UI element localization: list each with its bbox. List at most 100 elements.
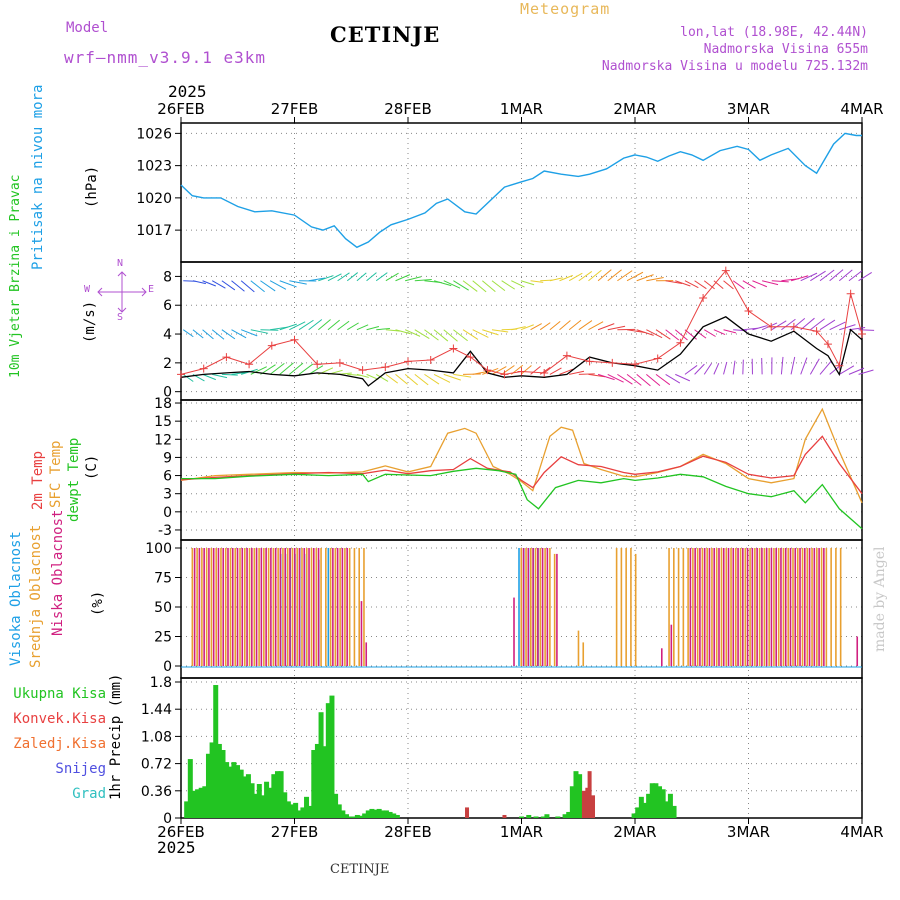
wind-barb [723,361,728,375]
wind-barb [742,359,744,375]
time-label-top: 1MAR [500,100,543,118]
precip-bar [304,796,310,818]
wind-gust-marker [744,306,753,315]
precip-bar [256,784,262,818]
wind-gust-marker [381,363,390,372]
wind-barb [559,320,571,331]
wind-barb [655,329,671,340]
precip-bar [362,813,368,818]
convective-precip-bar [502,814,507,818]
precip-bar [329,695,335,818]
wind-north: N [117,258,124,269]
wind-barb [646,329,663,339]
wind-gust-marker [335,358,344,367]
y-tick-label: 1023 [136,159,172,175]
wind-barb [780,356,784,375]
precip-bar [653,783,659,818]
wind-barb [211,280,226,289]
wind-gust-marker [199,364,208,373]
time-label-top: 28FEB [384,100,431,118]
wind-barb [742,280,756,289]
wind-barb [240,329,258,337]
wind-barb [318,275,334,282]
wind-barb [588,321,604,331]
wind-barb [182,373,194,382]
wind-barb [289,362,304,375]
precip-bar [667,793,673,818]
wind-barb [231,329,247,339]
precip-bar [649,783,655,818]
wind-barb [491,280,506,292]
wind-barb [366,373,379,380]
wind-barb [337,320,350,331]
legend-zaledj-kisa: Zaledj.Kisa [13,736,106,752]
wind-barb [848,270,863,282]
y-tick-label: 0 [163,505,172,521]
wind-barb [810,318,825,331]
y-tick-label: 0 [163,811,172,827]
convective-precip-bar [585,787,590,818]
wind-barb [405,276,422,282]
wind-barb [810,270,826,282]
precip-bar [635,807,641,818]
wind-barb [192,329,204,339]
precip-bar [209,742,215,818]
wind-barb [839,324,856,331]
wind-barb [375,373,389,382]
wind-barb [511,280,525,288]
precip-bar [646,793,652,818]
wind-barb [182,329,194,338]
y-tick-label: 8 [163,269,172,285]
wind-barb [713,329,726,336]
wind-barb [279,280,297,288]
wind-barb [346,272,359,282]
wind-barb [790,317,806,331]
time-label-top: 4MAR [840,100,883,118]
y-tick-label: 1026 [136,126,172,142]
wind-barb [211,329,225,340]
wind-gust-marker [313,360,322,369]
wind-barb [424,329,439,341]
precip-bar [195,789,201,818]
precip-bar [289,804,295,818]
wind-barb [626,271,644,282]
wind-barb [665,280,683,285]
precip-bar [314,743,320,818]
wind-barb [549,277,563,282]
wind-barb [375,272,388,282]
wind-barb [308,277,326,282]
wind-barb [298,319,314,331]
wind-barb [607,269,622,282]
precip-bar [318,712,324,818]
wind-barb [347,322,359,331]
y-tick-label: 1.8 [150,675,172,691]
y-tick-label: 50 [154,600,172,616]
wind-gust-line [180,269,863,375]
y-tick-label: 12 [154,432,172,448]
wind-barb [684,365,698,375]
wind-barb [848,327,866,331]
precip-bar [293,802,299,818]
wind-gust-marker [222,353,231,362]
y-tick-label: 100 [145,541,172,557]
wind-barb [520,324,534,331]
wind-barb [607,325,626,331]
time-label-bottom: 2MAR [613,823,656,841]
wind-barb [694,329,707,339]
wind-barb [337,272,350,282]
wind-barb [559,274,573,282]
sfc-temp-line [180,407,863,504]
wind-barb [713,363,720,375]
wind-barb [327,273,342,282]
precip-bar [391,813,397,818]
wind-barb [443,280,461,289]
wind-barb [462,329,479,340]
wind-gust-marker [404,357,412,366]
time-label-bottom: 4MAR [840,823,883,841]
legend-snijeg: Snijeg [55,761,106,777]
wind-barb [395,374,408,385]
time-label-bottom: 1MAR [500,823,543,841]
wind-barb [597,373,615,381]
wind-barb [800,272,818,282]
precip-bar [631,813,637,818]
